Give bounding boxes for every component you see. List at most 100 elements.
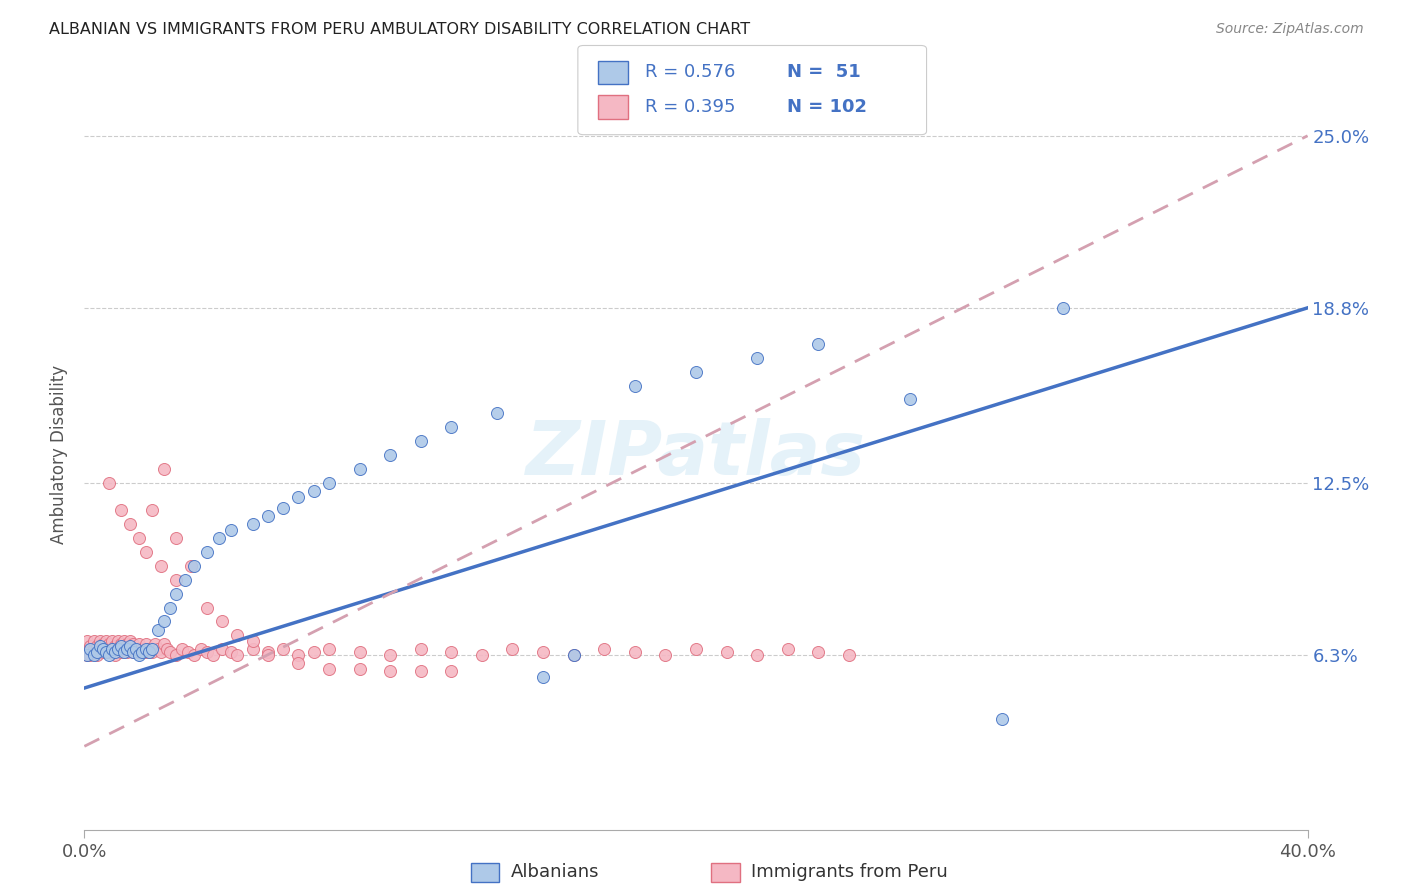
Point (101, 633, 124, 648)
Point (271, 642, 294, 657)
Point (76, 642, 98, 657)
Point (211, 615, 233, 629)
Point (180, 558, 202, 573)
Point (219, 523, 242, 537)
Point (807, 645, 830, 659)
Point (83, 633, 105, 648)
Point (138, 642, 160, 657)
Point (120, 517, 142, 532)
Point (120, 633, 142, 648)
Point (716, 645, 738, 659)
Point (91, 637, 114, 651)
Point (135, 545, 157, 559)
Point (76, 648, 98, 662)
Point (502, 642, 524, 657)
Point (226, 648, 249, 662)
Text: N = 102: N = 102 (787, 98, 868, 116)
Y-axis label: Ambulatory Disability: Ambulatory Disability (51, 366, 69, 544)
Text: ALBANIAN VS IMMIGRANTS FROM PERU AMBULATORY DISABILITY CORRELATION CHART: ALBANIAN VS IMMIGRANTS FROM PERU AMBULAT… (49, 22, 751, 37)
Point (287, 648, 309, 662)
Point (125, 642, 148, 657)
Point (318, 475, 340, 490)
Text: Immigrants from Peru: Immigrants from Peru (751, 863, 948, 881)
Point (242, 633, 264, 648)
Point (89, 633, 111, 648)
Point (624, 378, 647, 392)
Point (141, 642, 163, 657)
Point (115, 642, 138, 657)
Point (776, 642, 799, 657)
Point (131, 642, 153, 657)
Point (120, 640, 142, 654)
Point (1052, 301, 1074, 315)
Point (183, 558, 205, 573)
Point (318, 642, 340, 657)
Point (94, 645, 117, 659)
Point (287, 656, 309, 670)
Text: Source: ZipAtlas.com: Source: ZipAtlas.com (1216, 22, 1364, 37)
Point (201, 648, 224, 662)
Point (380, 648, 402, 662)
Point (97, 648, 120, 662)
Point (440, 665, 463, 679)
Point (122, 645, 145, 659)
Point (747, 351, 769, 365)
Point (135, 642, 157, 657)
Point (219, 645, 242, 659)
Point (110, 637, 132, 651)
Point (83, 648, 105, 662)
Point (110, 640, 132, 654)
Point (195, 645, 218, 659)
Point (685, 642, 707, 657)
Point (562, 648, 585, 662)
Point (110, 503, 132, 517)
Text: R = 0.576: R = 0.576 (645, 63, 735, 81)
Point (195, 600, 218, 615)
Point (409, 665, 432, 679)
Point (91, 645, 114, 659)
Point (79, 642, 101, 657)
Point (112, 633, 135, 648)
Point (91, 642, 114, 657)
Point (287, 490, 309, 504)
Point (165, 531, 187, 545)
Point (112, 642, 135, 657)
Point (562, 648, 585, 662)
Point (101, 642, 124, 657)
Point (138, 645, 160, 659)
Point (128, 648, 150, 662)
Point (97, 637, 120, 651)
Text: R = 0.395: R = 0.395 (645, 98, 735, 116)
Point (153, 462, 176, 476)
Point (156, 642, 179, 657)
Point (104, 640, 127, 654)
Point (172, 642, 194, 657)
Point (76, 633, 98, 648)
Point (349, 662, 371, 676)
Point (208, 531, 231, 545)
Point (94, 642, 117, 657)
Point (257, 648, 280, 662)
Point (302, 645, 325, 659)
Point (380, 448, 402, 462)
Point (409, 434, 432, 448)
Point (409, 642, 432, 657)
Point (349, 645, 371, 659)
Point (107, 633, 129, 648)
Point (79, 648, 101, 662)
Point (177, 645, 200, 659)
Point (128, 637, 150, 651)
Point (143, 637, 166, 651)
Point (94, 633, 117, 648)
Point (135, 645, 157, 659)
Point (122, 645, 145, 659)
Point (107, 642, 129, 657)
Point (165, 587, 187, 601)
Point (146, 642, 169, 657)
Point (242, 517, 264, 532)
Point (471, 648, 494, 662)
Point (89, 642, 111, 657)
Point (86, 640, 108, 654)
Point (991, 712, 1014, 726)
Point (112, 645, 135, 659)
